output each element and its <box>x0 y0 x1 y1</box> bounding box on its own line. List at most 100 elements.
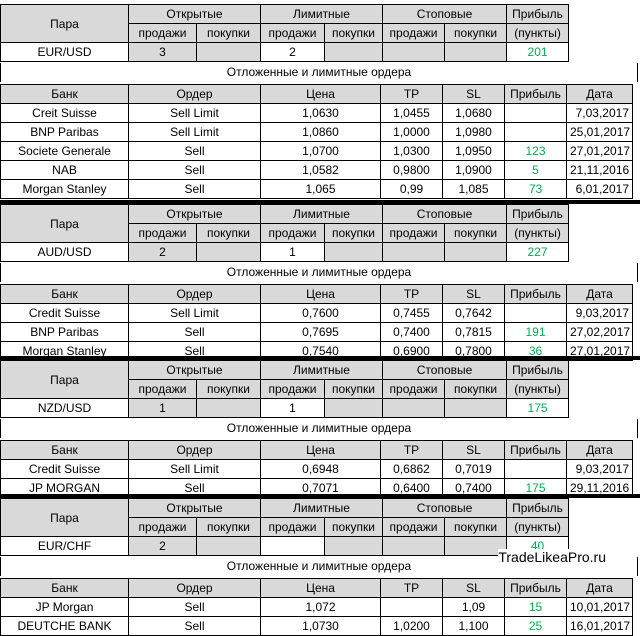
order-header: Ордер <box>128 84 261 104</box>
bank-name: BNP Paribas <box>0 122 129 142</box>
orders-header-row: Банк Ордер Цена TP SL Прибыль Дата <box>0 578 633 598</box>
order-type: Sell Limit <box>128 122 261 142</box>
order-row: BNP Paribas Sell 0,7695 0,7400 0,7815 191 27,0… <box>0 322 633 342</box>
limit-header: Лимитные <box>259 360 384 380</box>
order-price: 1,0700 <box>260 141 381 161</box>
summary-subheader-row: продажи покупки продажи покупки продажи покуп… <box>1 379 570 399</box>
open-header: Открытые <box>128 360 261 380</box>
bank-name: JP Morgan <box>0 597 129 617</box>
stop-buy-value <box>444 398 508 418</box>
sell-subheader: продажи <box>128 517 197 537</box>
order-profit <box>504 103 567 123</box>
sell-subheader: продажи <box>382 379 446 399</box>
limit-header: Лимитные <box>259 4 384 24</box>
bank-name: DEUTCHE BANK <box>0 616 129 636</box>
limit-buy-value <box>323 242 384 262</box>
date-header: Дата <box>566 440 633 460</box>
order-price: 1,072 <box>260 597 381 617</box>
order-price: 1,0630 <box>260 103 381 123</box>
order-tp: 1,0455 <box>380 103 443 123</box>
order-date: 27,01,2017 <box>566 141 633 161</box>
order-date: 9,03,2017 <box>566 303 633 323</box>
sell-subheader: продажи <box>260 517 325 537</box>
order-sl: 1,0680 <box>442 103 505 123</box>
summary-table: Пара Открытые Лимитные Стоповые Прибыль прода… <box>0 4 570 62</box>
stop-header: Стоповые <box>382 498 508 518</box>
order-row: Credit Suisse Sell Limit 0,6948 0,6862 0,701… <box>0 459 633 479</box>
profit-header: Прибыль <box>504 84 567 104</box>
stop-sell-value <box>382 242 446 262</box>
order-header: Ордер <box>128 284 261 304</box>
pair-name: EUR/CHF <box>0 536 129 556</box>
order-row: JP Morgan Sell 1,072 1,09 15 10,01,2017 <box>0 597 633 617</box>
order-type: Sell <box>128 597 261 617</box>
order-tp: 0,99 <box>380 179 443 199</box>
order-tp: 0,6400 <box>380 478 443 498</box>
sell-subheader: продажи <box>382 223 446 243</box>
buy-subheader: покупки <box>444 223 508 243</box>
bank-header: Банк <box>0 284 129 304</box>
buy-subheader: покупки <box>323 223 384 243</box>
open-header: Открытые <box>128 498 261 518</box>
sell-subheader: продажи <box>382 517 446 537</box>
order-sl: 1,0900 <box>442 160 505 180</box>
open-buy-value <box>196 242 261 262</box>
stop-sell-value <box>382 42 446 62</box>
order-tp: 1,0000 <box>380 122 443 142</box>
stop-sell-value <box>382 536 446 556</box>
order-row: Societe Generale Sell 1,0700 1,0300 1,0950 12… <box>0 141 633 161</box>
summary-values-row: AUD/USD 2 1 227 <box>0 242 570 262</box>
order-row: Morgan Stanley Sell 1,065 0,99 1,085 73 6,01,2… <box>0 179 633 199</box>
bank-header: Банк <box>0 84 129 104</box>
summary-header-row: Пара Открытые Лимитные Стоповые Прибыль <box>0 204 570 243</box>
order-sl: 1,085 <box>442 179 505 199</box>
order-row: DEUTCHE BANK Sell 1,0730 1,0200 1,100 25 16,01… <box>0 616 633 636</box>
pair-header: Пара <box>0 204 129 243</box>
limit-header: Лимитные <box>259 498 384 518</box>
order-tp: 1,0200 <box>380 616 443 636</box>
order-profit: 15 <box>504 597 567 617</box>
pair-name: AUD/USD <box>0 242 129 262</box>
sl-header: SL <box>442 284 505 304</box>
sell-subheader: продажи <box>128 23 197 43</box>
order-header: Ордер <box>128 578 261 598</box>
buy-subheader: покупки <box>196 223 261 243</box>
sl-header: SL <box>442 578 505 598</box>
order-date: 6,01,2017 <box>566 179 633 199</box>
orders-header-row: Банк Ордер Цена TP SL Прибыль Дата <box>0 84 633 104</box>
bank-name: JP MORGAN <box>0 478 129 498</box>
order-date: 10,01,2017 <box>566 597 633 617</box>
block-separator <box>0 494 640 498</box>
orders-table: Банк Ордер Цена TP SL Прибыль Дата Creit Suisse… <box>0 84 633 199</box>
price-header: Цена <box>260 284 381 304</box>
order-date: 25,01,2017 <box>566 122 633 142</box>
summary-subheader-row: продажи покупки продажи покупки продажи покуп… <box>1 223 570 243</box>
open-header: Открытые <box>128 204 261 224</box>
limit-sell-value: 2 <box>260 42 325 62</box>
order-sl: 0,7815 <box>442 322 505 342</box>
summary-table: Пара Открытые Лимитные Стоповые Прибыль прода… <box>0 498 570 556</box>
profit-value: 227 <box>506 242 570 262</box>
tp-header: TP <box>380 578 443 598</box>
order-price: 0,6948 <box>260 459 381 479</box>
date-header: Дата <box>566 284 633 304</box>
open-sell-value: 2 <box>128 536 197 556</box>
order-profit: 5 <box>504 160 567 180</box>
orders-table: Банк Ордер Цена TP SL Прибыль Дата JP Morgan Sel… <box>0 578 633 636</box>
profit-header: Прибыль <box>504 284 567 304</box>
points-subheader: (пункты) <box>506 517 570 537</box>
order-tp: 0,7455 <box>380 303 443 323</box>
stop-header: Стоповые <box>382 360 508 380</box>
order-sl: 0,7019 <box>442 459 505 479</box>
order-date: 29,11,2016 <box>566 478 633 498</box>
bank-name: Credit Suisse <box>0 459 129 479</box>
pending-orders-title: Отложенные и лимитные ордера <box>0 263 638 282</box>
order-type: Sell <box>128 160 261 180</box>
summary-header-row: Пара Открытые Лимитные Стоповые Прибыль <box>0 360 570 399</box>
price-header: Цена <box>260 578 381 598</box>
orders-table: Банк Ордер Цена TP SL Прибыль Дата Credit Suiss… <box>0 440 633 498</box>
order-type: Sell <box>128 478 261 498</box>
order-sl: 0,7642 <box>442 303 505 323</box>
order-row: Creit Suisse Sell Limit 1,0630 1,0455 1,0680… <box>0 103 633 123</box>
order-price: 1,0730 <box>260 616 381 636</box>
